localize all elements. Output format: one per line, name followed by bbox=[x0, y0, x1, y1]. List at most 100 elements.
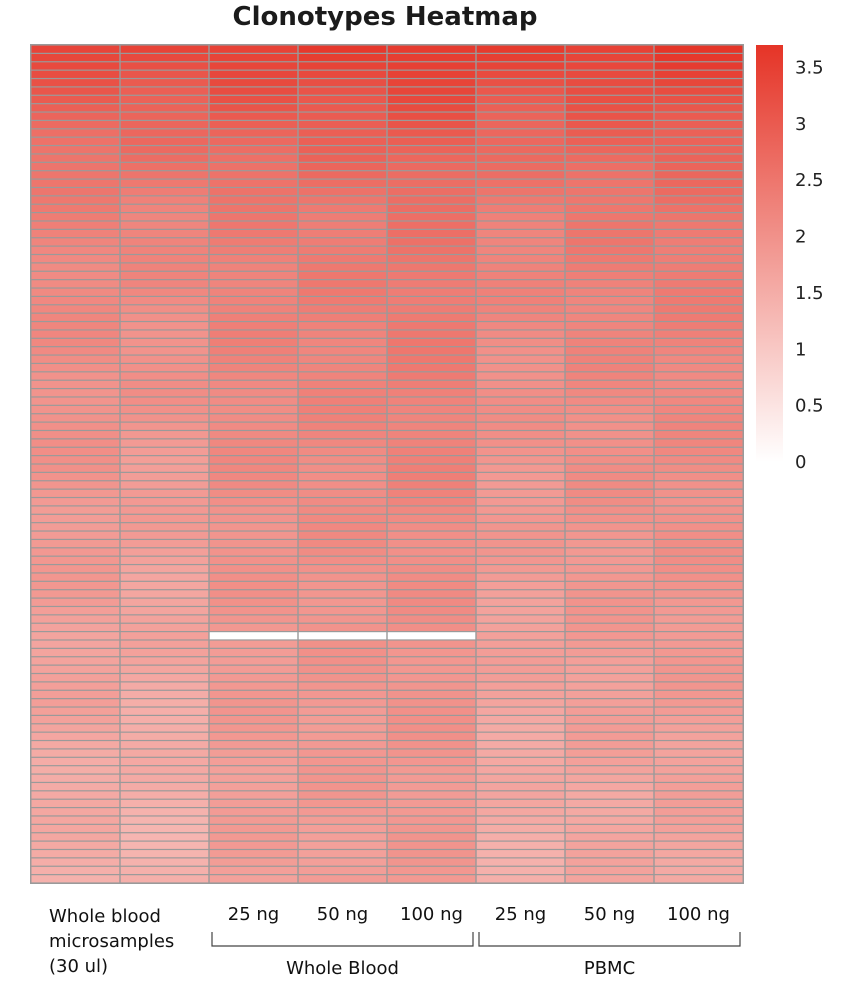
heatmap-cell bbox=[120, 757, 209, 766]
heatmap-cell bbox=[654, 154, 743, 162]
heatmap-cell bbox=[565, 104, 654, 112]
heatmap-cell bbox=[120, 389, 209, 397]
column-label: microsamples bbox=[49, 931, 174, 952]
heatmap-cell bbox=[31, 162, 120, 171]
heatmap-cell-missing bbox=[209, 632, 298, 640]
heatmap-cell bbox=[654, 598, 743, 606]
heatmap-cell bbox=[31, 850, 120, 858]
heatmap-cell bbox=[387, 615, 476, 623]
heatmap-cell bbox=[31, 204, 120, 212]
heatmap-cell bbox=[209, 556, 298, 564]
heatmap-cell bbox=[565, 514, 654, 523]
heatmap-cell bbox=[387, 338, 476, 347]
heatmap-cell bbox=[654, 213, 743, 221]
heatmap-cell bbox=[654, 716, 743, 724]
heatmap-cell bbox=[209, 213, 298, 221]
heatmap-cell bbox=[31, 297, 120, 305]
heatmap-cell bbox=[31, 87, 120, 95]
heatmap-cell bbox=[476, 70, 565, 78]
heatmap-cell bbox=[298, 757, 387, 766]
heatmap-cell bbox=[476, 188, 565, 196]
heatmap-cell bbox=[298, 598, 387, 606]
heatmap-cell bbox=[476, 791, 565, 799]
heatmap-cell bbox=[209, 129, 298, 137]
heatmap-cell bbox=[565, 498, 654, 506]
column-label: 100 ng bbox=[667, 904, 730, 925]
heatmap-cell bbox=[387, 238, 476, 246]
heatmap-cell bbox=[120, 623, 209, 631]
heatmap-cell bbox=[387, 347, 476, 355]
heatmap-cell bbox=[654, 271, 743, 280]
heatmap-cell bbox=[565, 540, 654, 548]
heatmap-cell bbox=[298, 297, 387, 305]
heatmap-cell bbox=[476, 104, 565, 112]
heatmap-cell bbox=[654, 263, 743, 271]
heatmap-cell bbox=[120, 607, 209, 615]
heatmap-cell bbox=[120, 766, 209, 774]
heatmap-cell bbox=[565, 405, 654, 414]
heatmap-cell bbox=[120, 548, 209, 556]
heatmap-cell bbox=[209, 45, 298, 53]
heatmap-cell bbox=[31, 556, 120, 564]
heatmap-cell bbox=[120, 732, 209, 740]
heatmap-cell bbox=[209, 305, 298, 313]
colorbar-tick-label: 3 bbox=[795, 114, 806, 135]
heatmap-cell bbox=[298, 556, 387, 564]
heatmap-cell bbox=[476, 456, 565, 464]
heatmap-cell bbox=[209, 439, 298, 447]
heatmap-cell bbox=[31, 121, 120, 129]
heatmap-cell bbox=[654, 707, 743, 715]
heatmap-cell bbox=[209, 850, 298, 858]
heatmap-cell bbox=[565, 783, 654, 791]
heatmap-cell bbox=[387, 62, 476, 70]
heatmap-cell bbox=[120, 322, 209, 330]
heatmap-cell bbox=[565, 799, 654, 807]
heatmap-cell bbox=[476, 213, 565, 221]
heatmap-cell bbox=[565, 481, 654, 489]
heatmap-cell bbox=[120, 724, 209, 732]
heatmap-cell bbox=[476, 45, 565, 53]
heatmap-cell bbox=[120, 581, 209, 590]
heatmap-cell bbox=[654, 565, 743, 573]
heatmap-cell bbox=[120, 271, 209, 280]
heatmap-cell bbox=[209, 791, 298, 799]
heatmap-cell bbox=[120, 79, 209, 87]
heatmap-cell bbox=[387, 330, 476, 338]
heatmap-cell bbox=[387, 271, 476, 280]
heatmap-cell bbox=[476, 431, 565, 439]
heatmap-cell bbox=[565, 816, 654, 824]
heatmap-cell bbox=[476, 87, 565, 95]
heatmap-cell bbox=[476, 439, 565, 447]
heatmap-cell bbox=[120, 858, 209, 866]
heatmap-cell bbox=[120, 741, 209, 749]
heatmap-cell bbox=[209, 280, 298, 288]
heatmap-cell bbox=[565, 146, 654, 154]
heatmap-cell bbox=[31, 581, 120, 590]
heatmap-cell bbox=[387, 640, 476, 648]
heatmap-cell bbox=[476, 355, 565, 363]
heatmap-cell bbox=[565, 623, 654, 631]
heatmap-cell bbox=[120, 841, 209, 849]
heatmap-cell bbox=[209, 414, 298, 422]
heatmap-cell bbox=[120, 565, 209, 573]
heatmap-cell bbox=[120, 364, 209, 372]
heatmap-cell bbox=[298, 355, 387, 363]
heatmap-cell bbox=[298, 573, 387, 581]
heatmap-cell bbox=[476, 858, 565, 866]
heatmap-cell bbox=[298, 330, 387, 338]
heatmap-cell bbox=[209, 62, 298, 70]
heatmap-cell bbox=[298, 875, 387, 883]
column-label: 25 ng bbox=[228, 904, 279, 925]
heatmap-cell bbox=[298, 766, 387, 774]
heatmap-cell bbox=[565, 833, 654, 841]
heatmap-cell bbox=[209, 858, 298, 866]
heatmap-cell bbox=[387, 95, 476, 104]
heatmap-cell bbox=[387, 665, 476, 673]
heatmap-cell bbox=[565, 188, 654, 196]
heatmap-cell bbox=[565, 648, 654, 657]
heatmap-cell bbox=[654, 783, 743, 791]
heatmap-cell bbox=[120, 716, 209, 724]
heatmap-cell bbox=[298, 716, 387, 724]
heatmap-cell bbox=[476, 716, 565, 724]
